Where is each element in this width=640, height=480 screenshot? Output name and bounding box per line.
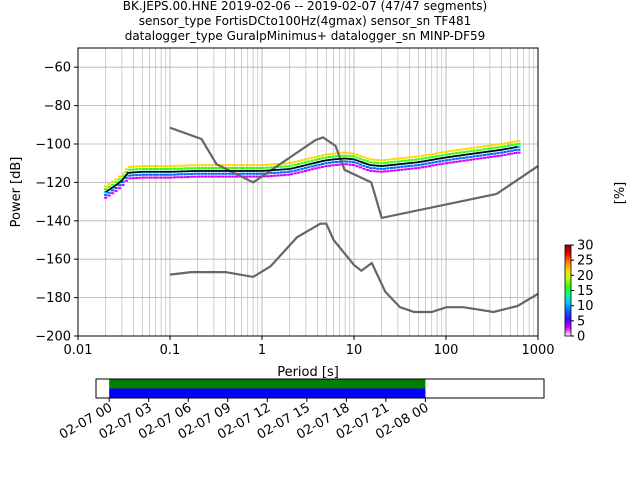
colorbar-tick-label: 10 [577, 299, 594, 314]
colorbar-tick-label: 5 [577, 314, 585, 329]
mode-line [105, 146, 518, 193]
y-tick-label: −120 [35, 176, 71, 191]
y-tick-label: −160 [35, 253, 71, 268]
density-band-15-20 [104, 143, 521, 191]
colorbar-label: [%] [613, 182, 628, 205]
y-axis-label: Power [dB] [9, 157, 24, 228]
colorbar-bar [564, 244, 572, 337]
mode-line-path [105, 146, 518, 193]
y-tick-label: −100 [35, 138, 71, 153]
y-tick-label: −180 [35, 291, 71, 306]
plot-frame [77, 47, 539, 337]
x-tick-label: 0.01 [64, 343, 93, 358]
density-band-20-30 [104, 140, 521, 188]
colorbar-tick-label: 15 [577, 284, 594, 299]
timeline-border [95, 378, 545, 399]
y-axis: −60 −80 −100 −120 −140 −160 −180 −200 [35, 61, 78, 345]
chart-title: BK.JEPS.00.HNE 2019-02-06 -- 2019-02-07 … [123, 0, 487, 43]
title-line-3: datalogger_type GuralpMinimus+ datalogge… [125, 29, 486, 43]
x-axis: 0.01 0.1 1 10 100 1000 [64, 336, 555, 358]
colorbar-tick-label: 25 [577, 254, 594, 269]
title-line-1: BK.JEPS.00.HNE 2019-02-06 -- 2019-02-07 … [123, 0, 487, 13]
x-tick-label: 1000 [521, 343, 554, 358]
y-tick-label: −80 [44, 99, 71, 114]
x-tick-label: 10 [346, 343, 363, 358]
y-tick-label: −200 [35, 330, 71, 345]
noise-model-line-3 [169, 222, 539, 314]
x-tick-label: 100 [434, 343, 459, 358]
colorbar-tick-label: 20 [577, 269, 594, 284]
noise-models [169, 126, 539, 314]
y-tick-label: −60 [44, 61, 71, 76]
colorbar-tick-label: 0 [577, 330, 585, 345]
x-tick-label: 1 [258, 343, 266, 358]
noise-model-line-1 [169, 126, 497, 220]
density-band-6-10 [104, 148, 521, 196]
x-tick-label: 0.1 [160, 343, 181, 358]
timeline-coverage-bottom [109, 388, 426, 398]
grid [77, 48, 538, 337]
x-axis-label: Period [s] [277, 365, 339, 380]
y-tick-label: −140 [35, 214, 71, 229]
timeline-coverage-top [109, 379, 426, 389]
title-line-2: sensor_type FortisDCto100Hz(4gmax) senso… [139, 14, 471, 28]
noise-model-line-2 [495, 165, 539, 195]
colorbar-tick-label: 30 [577, 239, 594, 254]
density-bands [104, 140, 521, 199]
